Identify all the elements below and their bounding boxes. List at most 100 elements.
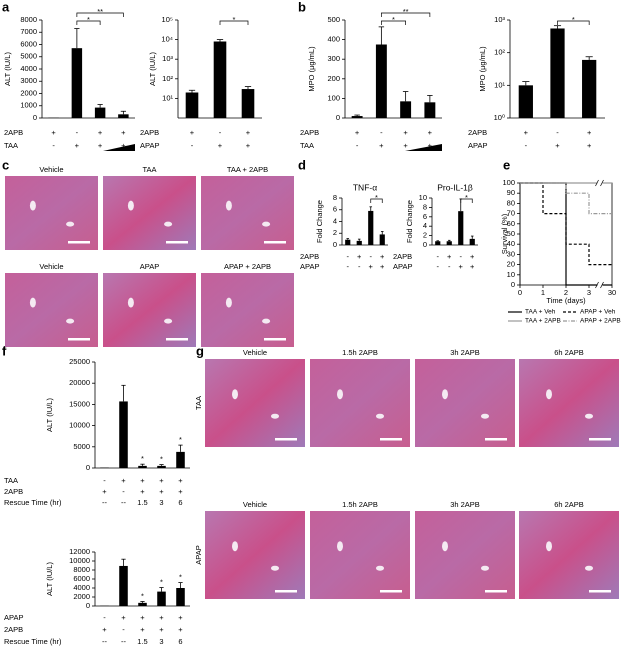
- bar: [176, 588, 185, 606]
- scale-bar: [264, 338, 286, 341]
- significance-label: *: [465, 193, 468, 202]
- vessel: [262, 318, 271, 324]
- condition-mark: -: [122, 487, 125, 496]
- image-label: APAP + 2APB: [224, 262, 271, 271]
- y-tick-label: 100: [327, 93, 340, 102]
- panel-letter: d: [298, 157, 306, 172]
- vessel: [376, 565, 384, 571]
- y-tick-label: 2: [333, 228, 337, 237]
- y-tick-label: 0: [336, 113, 340, 122]
- vessel: [127, 297, 134, 308]
- y-tick-label: 20000: [69, 378, 90, 387]
- significance-bracket: [381, 12, 431, 17]
- y-tick-label: 400: [327, 35, 340, 44]
- scale-bar: [275, 590, 297, 593]
- vessel: [481, 565, 489, 571]
- significance-label: *: [87, 15, 90, 24]
- y-tick-label: 10000: [69, 421, 90, 430]
- condition-mark: +: [403, 141, 408, 150]
- x-tick-label: 30: [608, 288, 616, 297]
- scale-bar: [380, 438, 402, 441]
- x-tick-label: 2: [564, 288, 568, 297]
- vessel: [262, 221, 271, 227]
- bar: [435, 241, 441, 245]
- y-tick-label: 8: [333, 193, 337, 202]
- bar: [368, 210, 374, 245]
- condition-mark: +: [470, 262, 475, 271]
- y-tick-label: 10000: [69, 556, 90, 565]
- row-label: APAP: [194, 545, 203, 564]
- condition-mark: -: [191, 141, 194, 150]
- y-tick-label: 10¹: [494, 80, 505, 89]
- condition-mark: +: [121, 613, 126, 622]
- condition-mark: -: [52, 141, 55, 150]
- y-tick-label: 40: [507, 239, 515, 248]
- condition-mark: +: [121, 128, 126, 137]
- image-label: Vehicle: [243, 500, 267, 509]
- significance-label: **: [97, 7, 103, 16]
- significance-bracket: [76, 12, 124, 17]
- y-axis-label: ALT (IU/L): [148, 52, 157, 86]
- y-tick-label: 4: [423, 221, 427, 230]
- bar: [157, 465, 166, 468]
- y-tick-label: 20: [507, 260, 515, 269]
- image-label: TAA + 2APB: [227, 165, 268, 174]
- significance-label: *: [392, 15, 395, 24]
- y-tick-label: 6: [423, 212, 427, 221]
- condition-mark: -: [460, 252, 463, 261]
- condition-mark: +: [428, 128, 433, 137]
- image-label: APAP: [140, 262, 159, 271]
- panel-letter: g: [196, 343, 204, 358]
- axis-break: [595, 179, 604, 187]
- bar: [176, 451, 185, 468]
- condition-mark: +: [121, 141, 126, 150]
- condition-label: 2APB: [300, 252, 319, 261]
- condition-label: APAP: [140, 141, 159, 150]
- condition-mark: +: [98, 141, 103, 150]
- y-tick-label: 10⁰: [494, 113, 505, 122]
- vessel: [29, 200, 36, 211]
- bar: [119, 401, 128, 468]
- vessel: [376, 413, 384, 419]
- vessel: [66, 221, 75, 227]
- condition-mark: +: [369, 262, 374, 271]
- y-axis-label: ALT (IU/L): [45, 398, 54, 432]
- vessel: [29, 297, 36, 308]
- y-tick-label: 6: [333, 205, 337, 214]
- y-tick-label: 0: [86, 463, 90, 472]
- y-tick-label: 25000: [69, 357, 90, 366]
- survival-line: [520, 182, 612, 215]
- y-axis-label: MPO (μg/mL): [307, 46, 316, 92]
- bar: [138, 602, 147, 606]
- vessel: [225, 200, 232, 211]
- bar: [213, 41, 227, 118]
- condition-mark: 6: [178, 498, 182, 507]
- y-tick-label: 8000: [20, 15, 37, 24]
- condition-mark: +: [380, 262, 385, 271]
- bar: [469, 238, 475, 245]
- condition-mark: +: [355, 128, 360, 137]
- condition-mark: -: [122, 625, 125, 634]
- histology-image: [103, 176, 196, 250]
- condition-mark: 3: [159, 498, 163, 507]
- bar: [550, 28, 565, 119]
- scale-bar: [485, 590, 507, 593]
- condition-mark: +: [587, 141, 592, 150]
- bar: [458, 211, 464, 245]
- y-axis-label: Fold Change: [315, 200, 324, 243]
- significance-label: **: [403, 7, 409, 16]
- scale-bar: [68, 338, 90, 341]
- vessel: [442, 389, 448, 400]
- vessel: [164, 221, 173, 227]
- vessel: [337, 541, 343, 552]
- condition-mark: +: [459, 262, 464, 271]
- y-tick-label: 10²: [162, 74, 173, 83]
- scale-bar: [166, 241, 188, 244]
- condition-mark: +: [403, 128, 408, 137]
- y-tick-label: 10²: [494, 48, 505, 57]
- y-tick-label: 10³: [494, 15, 505, 24]
- histology-image: [519, 359, 619, 447]
- bar: [379, 234, 385, 245]
- bar: [119, 565, 128, 606]
